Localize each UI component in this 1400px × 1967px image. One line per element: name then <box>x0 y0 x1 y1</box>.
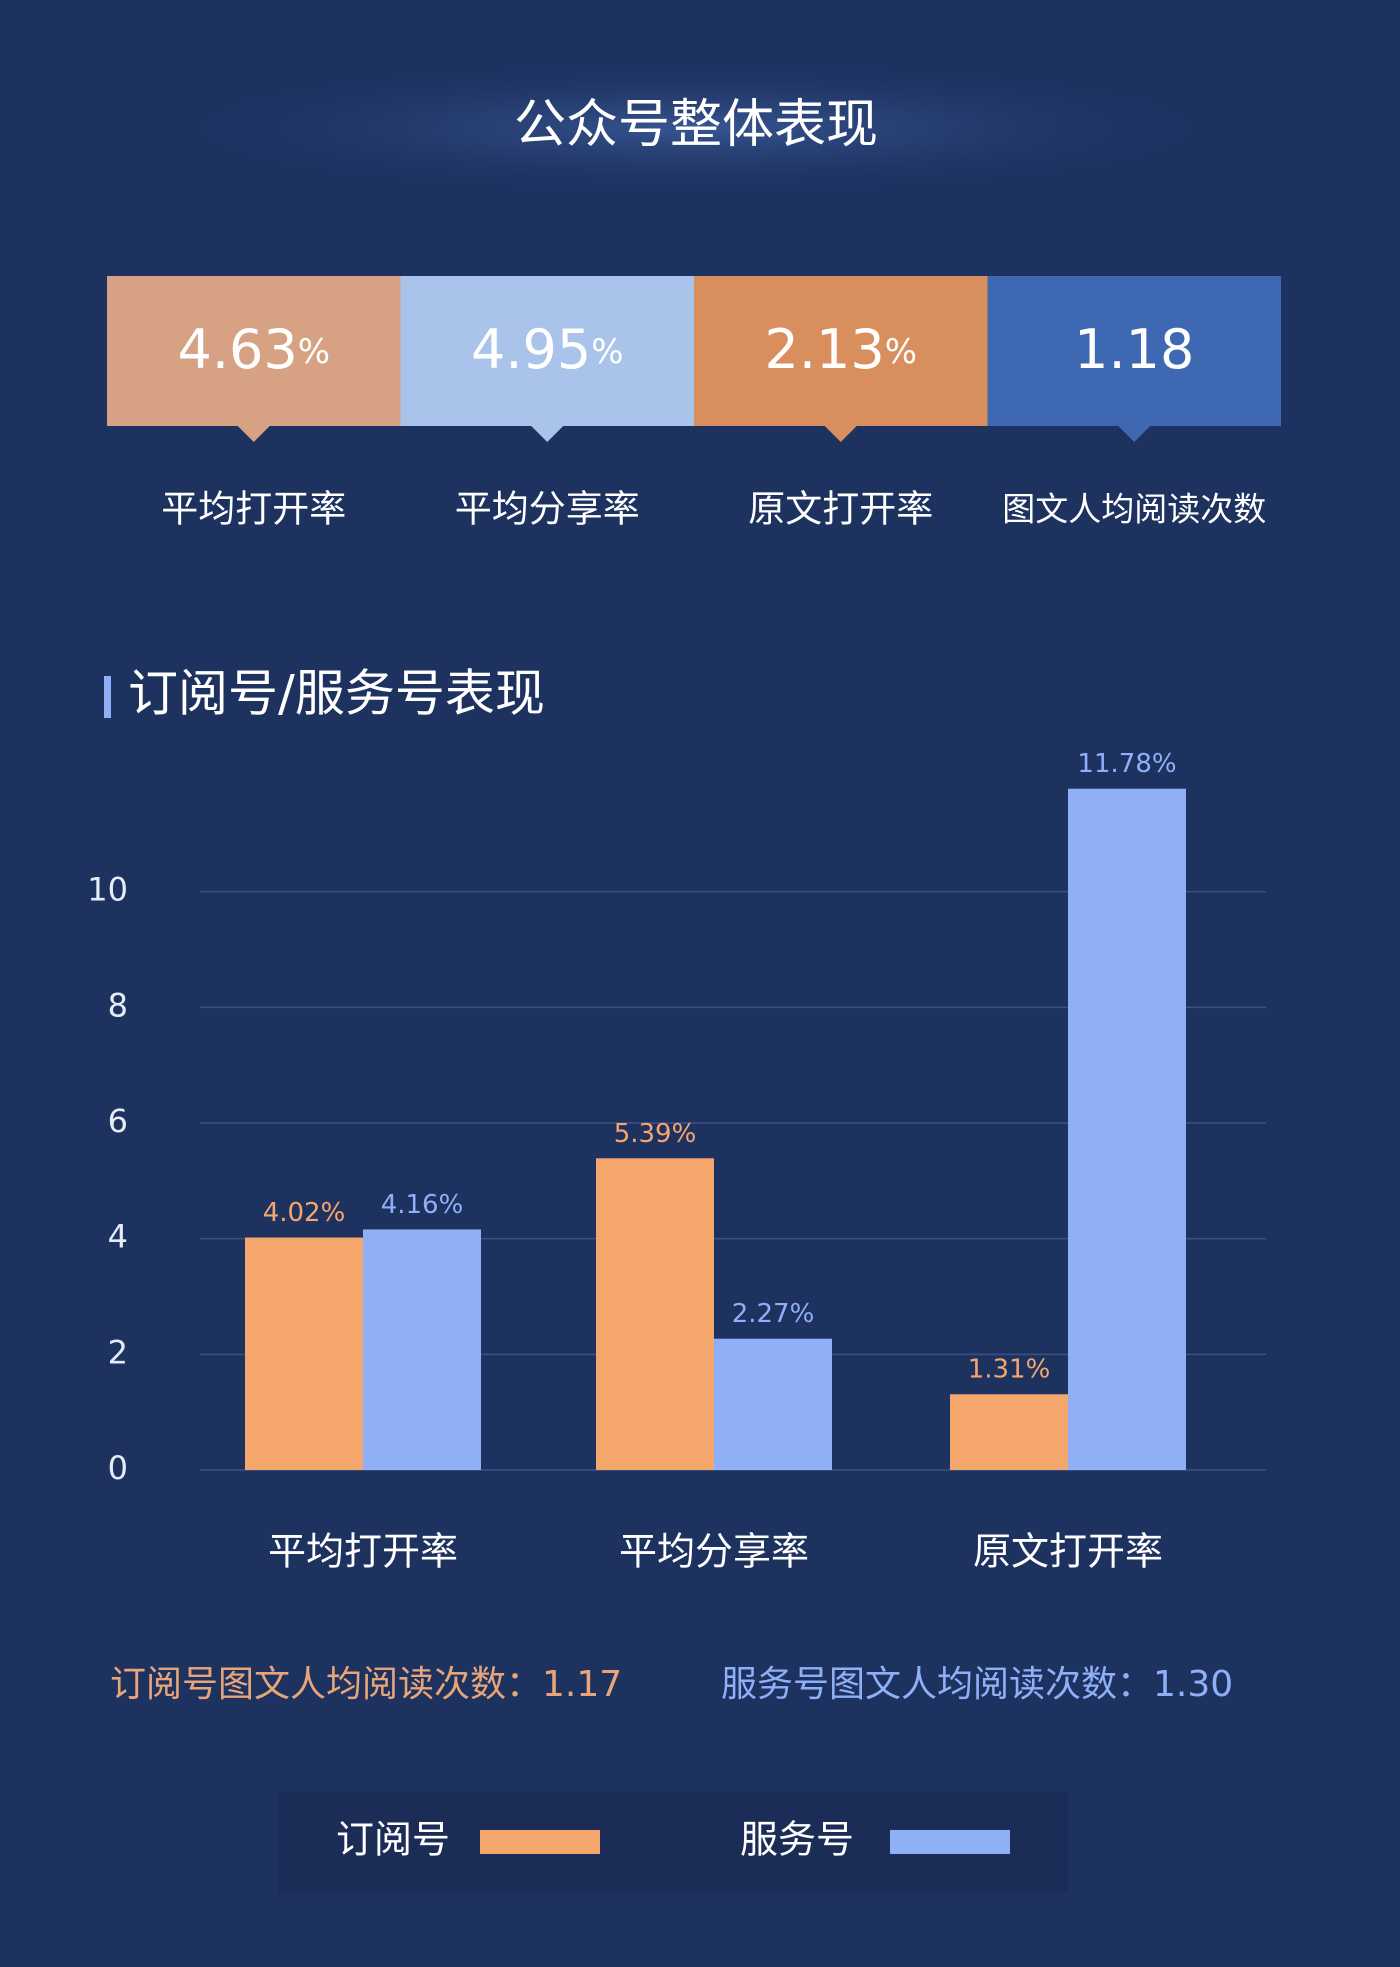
stat-card <box>694 276 988 426</box>
card-value: 1.18 <box>1074 318 1194 381</box>
card-unit: % <box>885 332 917 372</box>
value-label: 1.31% <box>968 1355 1051 1385</box>
bar <box>1068 788 1186 1470</box>
x-tick-label: 平均打开率 <box>268 1530 458 1574</box>
card-value: 2.13% <box>764 318 917 381</box>
card-number: 4.95 <box>471 318 591 381</box>
card-number: 1.18 <box>1074 318 1194 381</box>
card-value: 4.63% <box>177 318 330 381</box>
chart-title: 订阅号/服务号表现 <box>128 665 545 723</box>
annotation: 订阅号图文人均阅读次数：1.17 <box>110 1664 622 1705</box>
card-pointer <box>1118 426 1151 442</box>
value-label: 5.39% <box>614 1119 697 1149</box>
card-label: 平均打开率 <box>161 488 346 531</box>
card-value: 4.95% <box>471 318 624 381</box>
card-pointer <box>824 426 857 442</box>
section-marker <box>104 676 111 718</box>
value-label: 4.02% <box>263 1198 346 1228</box>
page-title: 公众号整体表现 <box>514 95 878 155</box>
value-label: 4.16% <box>381 1190 464 1220</box>
card-number: 2.13 <box>764 318 884 381</box>
bar <box>363 1229 481 1470</box>
bar <box>714 1338 832 1470</box>
value-label: 11.78% <box>1077 749 1176 779</box>
stat-card <box>400 276 694 426</box>
bar <box>596 1158 714 1470</box>
y-tick-label: 4 <box>108 1218 128 1256</box>
stat-card <box>987 276 1281 426</box>
card-pointer <box>237 426 270 442</box>
card-label: 原文打开率 <box>748 488 933 531</box>
card-number: 4.63 <box>177 318 297 381</box>
x-tick-label: 平均分享率 <box>619 1530 809 1574</box>
legend-swatch <box>890 1830 1010 1854</box>
card-unit: % <box>298 332 330 372</box>
stat-card <box>107 276 401 426</box>
title-glow <box>136 58 1256 198</box>
x-tick-label: 原文打开率 <box>973 1530 1163 1574</box>
annotation: 服务号图文人均阅读次数：1.30 <box>721 1664 1233 1705</box>
y-tick-label: 10 <box>87 871 128 909</box>
card-unit: % <box>591 332 623 372</box>
card-label: 平均分享率 <box>455 488 640 531</box>
bar <box>245 1237 363 1470</box>
value-label: 2.27% <box>732 1299 815 1329</box>
y-tick-label: 0 <box>108 1449 128 1487</box>
y-tick-label: 8 <box>108 986 128 1024</box>
bar <box>950 1394 1068 1470</box>
legend-label: 服务号 <box>740 1818 854 1862</box>
card-pointer <box>531 426 564 442</box>
y-tick-label: 2 <box>108 1333 128 1371</box>
legend-swatch <box>480 1830 600 1854</box>
y-tick-label: 6 <box>108 1102 128 1140</box>
card-label: 图文人均阅读次数 <box>1002 490 1266 529</box>
legend-label: 订阅号 <box>336 1818 450 1862</box>
